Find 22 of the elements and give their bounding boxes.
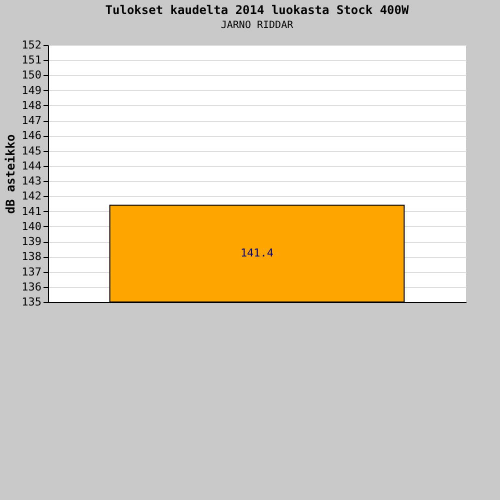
y-tick-label: 141 <box>22 204 42 218</box>
y-tick-label: 144 <box>22 159 42 172</box>
y-tick-label: 147 <box>22 114 42 128</box>
chart-subtitle: JARNO RIDDAR <box>220 20 294 31</box>
y-axis-title: dB asteikko <box>4 134 18 214</box>
y-tick-label: 148 <box>22 98 42 112</box>
y-tick-label: 136 <box>22 280 42 294</box>
y-tick-label: 138 <box>22 250 42 264</box>
y-tick-label: 145 <box>22 144 42 158</box>
y-tick-label: 151 <box>22 54 42 67</box>
y-tick-label: 150 <box>22 68 42 82</box>
y-tick-label: 143 <box>22 174 42 188</box>
y-tick-label: 139 <box>22 235 42 248</box>
y-tick-label: 152 <box>22 38 42 52</box>
y-tick-label: 142 <box>22 190 42 203</box>
y-tick-label: 135 <box>22 296 42 308</box>
y-tick-label: 149 <box>22 84 42 97</box>
data-label: 141.4 <box>240 246 274 260</box>
chart-title: Tulokset kaudelta 2014 luokasta Stock 400W <box>105 3 410 17</box>
y-tick-label: 146 <box>22 129 42 142</box>
y-tick-label: 137 <box>22 265 42 278</box>
y-tick-label: 140 <box>22 220 42 233</box>
